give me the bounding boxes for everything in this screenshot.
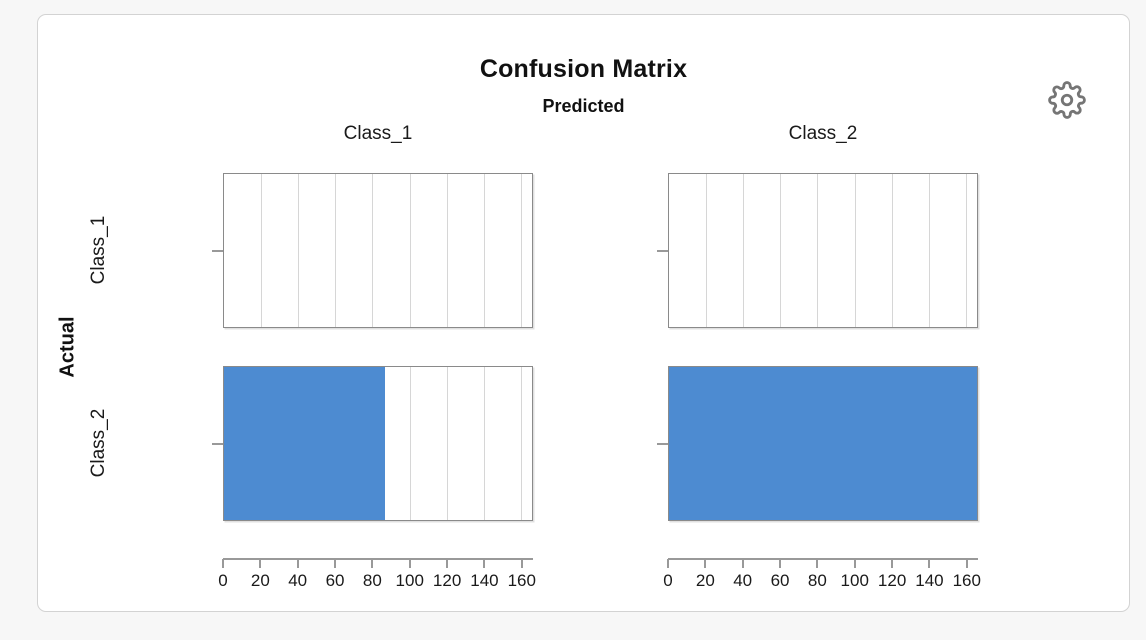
gridline-40 xyxy=(298,174,300,327)
gridline-140 xyxy=(483,174,485,327)
gridline-160 xyxy=(520,174,522,327)
x-axis-tick-20 xyxy=(259,559,262,568)
x-axis-tick-140 xyxy=(928,559,931,568)
gridline-100 xyxy=(409,174,411,327)
facet-row-axis-title: Actual xyxy=(56,316,79,378)
gear-icon xyxy=(1048,81,1086,119)
gridline-20 xyxy=(261,174,263,327)
x-axis-tick-40 xyxy=(296,559,299,568)
x-tick-label-100: 100 xyxy=(840,571,869,590)
confusion-matrix-widget: Confusion Matrix Predicted Class_1 Class… xyxy=(37,14,1130,612)
y-axis-tick xyxy=(212,249,223,252)
x-axis-tick-60 xyxy=(779,559,782,568)
gridline-80 xyxy=(372,174,374,327)
gridline-40 xyxy=(743,174,745,327)
row-label-class-1: Class_1 xyxy=(88,215,109,285)
col-header-class-2: Class_2 xyxy=(788,123,858,144)
x-axis-tick-20 xyxy=(704,559,707,568)
chart-title: Confusion Matrix xyxy=(479,55,688,83)
gridline-20 xyxy=(706,174,708,327)
x-axis-tick-60 xyxy=(334,559,337,568)
facet-panel-actual-class-1-predicted-class-1 xyxy=(212,173,533,328)
x-axis-tick-0 xyxy=(667,559,669,568)
x-axis-tick-160 xyxy=(520,559,523,568)
x-axis-predicted-class-2: 0 20 40 60 80 100 120 140 160 xyxy=(663,558,981,590)
gridline-60 xyxy=(335,174,337,327)
x-axis-tick-40 xyxy=(741,559,744,568)
gridline-60 xyxy=(780,174,782,327)
gridline-120 xyxy=(446,367,448,520)
x-axis-tick-80 xyxy=(816,559,819,568)
col-header-class-1: Class_1 xyxy=(343,123,413,144)
facet-col-axis-title: Predicted xyxy=(542,96,625,116)
x-tick-label-60: 60 xyxy=(325,571,345,590)
x-tick-label-80: 80 xyxy=(362,571,382,590)
facet-panel-actual-class-1-predicted-class-2 xyxy=(657,173,978,328)
x-tick-label-140: 140 xyxy=(915,571,944,590)
bar-actual-Class_2-predicted-Class_1 xyxy=(224,367,386,520)
gridline-100 xyxy=(854,174,856,327)
gridline-160 xyxy=(520,367,522,520)
gridline-140 xyxy=(928,174,930,327)
x-axis-tick-160 xyxy=(965,559,968,568)
x-tick-label-60: 60 xyxy=(770,571,790,590)
x-axis-predicted-class-1: 0 20 40 60 80 100 120 140 160 xyxy=(218,558,536,590)
x-tick-label-20: 20 xyxy=(695,571,715,590)
x-axis-tick-0 xyxy=(222,559,224,568)
x-tick-label-80: 80 xyxy=(807,571,827,590)
facet-panel-actual-class-2-predicted-class-1 xyxy=(212,366,533,521)
gridline-140 xyxy=(483,367,485,520)
x-tick-label-20: 20 xyxy=(250,571,270,590)
gridline-100 xyxy=(409,367,411,520)
gridline-120 xyxy=(891,174,893,327)
x-axis-tick-100 xyxy=(853,559,856,568)
x-tick-label-40: 40 xyxy=(733,571,753,590)
x-tick-label-0: 0 xyxy=(218,571,228,590)
row-label-class-2: Class_2 xyxy=(88,408,109,478)
x-tick-label-120: 120 xyxy=(877,571,907,590)
x-axis-tick-120 xyxy=(446,559,449,568)
y-axis-tick xyxy=(657,442,668,445)
x-axis-tick-80 xyxy=(371,559,374,568)
gridline-120 xyxy=(446,174,448,327)
x-tick-label-160: 160 xyxy=(952,571,981,590)
x-tick-label-40: 40 xyxy=(288,571,308,590)
x-tick-label-140: 140 xyxy=(470,571,499,590)
x-axis-tick-140 xyxy=(483,559,486,568)
x-axis-tick-100 xyxy=(408,559,411,568)
bar-actual-Class_2-predicted-Class_2 xyxy=(669,367,977,520)
x-tick-label-160: 160 xyxy=(507,571,536,590)
gridline-160 xyxy=(965,174,967,327)
y-axis-tick xyxy=(657,249,668,252)
x-axis-tick-120 xyxy=(891,559,894,568)
y-axis-tick xyxy=(212,442,223,445)
x-tick-label-100: 100 xyxy=(395,571,424,590)
x-tick-label-0: 0 xyxy=(663,571,673,590)
gridline-80 xyxy=(817,174,819,327)
x-tick-label-120: 120 xyxy=(432,571,462,590)
widget-settings-button[interactable] xyxy=(1046,79,1088,121)
facet-panel-actual-class-2-predicted-class-2 xyxy=(657,366,978,521)
